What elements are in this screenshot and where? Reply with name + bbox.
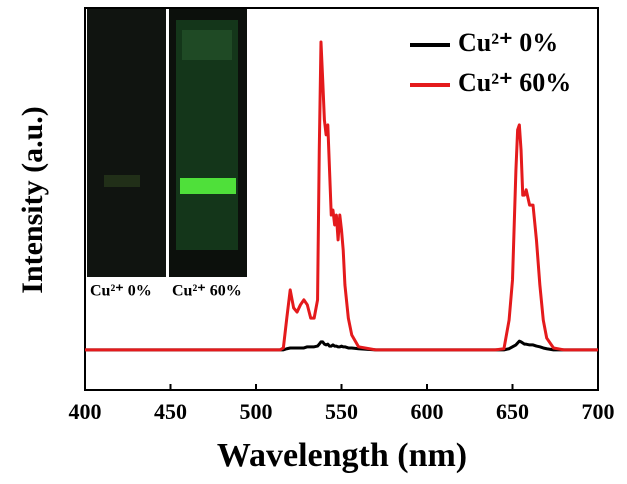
photo-divider: [166, 9, 169, 277]
x-tick-label: 550: [325, 399, 358, 424]
inset-label: Cu²⁺ 0%: [90, 283, 152, 300]
cuvette-top: [182, 30, 232, 60]
series-line: [85, 40, 598, 352]
x-tick-label: 650: [496, 399, 529, 424]
photo-left: [87, 9, 166, 277]
x-tick-label: 400: [69, 399, 102, 424]
inset-label: Cu²⁺ 60%: [172, 283, 242, 300]
x-axis-title: Wavelength (nm): [217, 437, 467, 474]
legend-label: Cu²⁺ 0%: [458, 28, 558, 57]
x-tick-label: 600: [411, 399, 444, 424]
x-tick-label: 700: [582, 399, 615, 424]
x-tick-label: 500: [240, 399, 273, 424]
y-axis-title: Intensity (a.u.): [16, 106, 49, 294]
series-line: [85, 339, 598, 352]
band-dim: [104, 175, 140, 187]
inset-photo: Cu²⁺ 0% Cu²⁺ 60%: [87, 9, 247, 300]
legend-label: Cu²⁺ 60%: [458, 68, 571, 97]
x-tick-label: 450: [154, 399, 187, 424]
band-bright: [180, 178, 236, 194]
